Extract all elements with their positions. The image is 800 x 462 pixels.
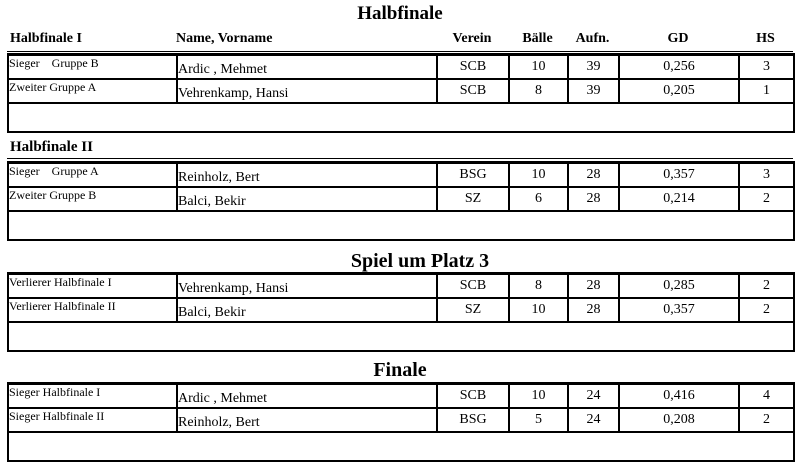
cell-aufn: 28 xyxy=(567,272,620,299)
cell-hs: 1 xyxy=(738,78,795,104)
cell-hs: 2 xyxy=(738,186,795,212)
column-header-aufn: Aufn. xyxy=(575,31,610,46)
cell-player-name: Balci, Bekir xyxy=(176,297,438,323)
cell-hs: 2 xyxy=(738,407,795,433)
cell-verein: SCB xyxy=(436,382,510,409)
table-row: Sieger Halbfinale II Reinholz, Bert BSG … xyxy=(7,407,795,433)
empty-row xyxy=(7,321,795,352)
table-row: Sieger Gruppe A Reinholz, Bert BSG 10 28… xyxy=(7,161,795,188)
table-row: Sieger Halbfinale I Ardic , Mehmet SCB 1… xyxy=(7,382,795,409)
column-header-row: Halbfinale I Name, Vorname Verein Bälle … xyxy=(7,31,793,52)
column-header-name: Name, Vorname xyxy=(176,31,273,46)
cell-baelle: 8 xyxy=(508,78,569,104)
table-row: Zweiter Gruppe A Vehrenkamp, Hansi SCB 8… xyxy=(7,78,795,104)
cell-player-name: Balci, Bekir xyxy=(176,186,438,212)
column-header-gd: GD xyxy=(667,31,689,46)
cell-qualifier: Verlierer Halbfinale II xyxy=(7,297,178,323)
cell-gd: 0,285 xyxy=(618,272,740,299)
cell-qualifier: Zweiter Gruppe A xyxy=(7,78,178,104)
cell-hs: 3 xyxy=(738,161,795,188)
cell-player-name: Vehrenkamp, Hansi xyxy=(176,272,438,299)
cell-hs: 3 xyxy=(738,53,795,80)
column-header-baelle: Bälle xyxy=(522,31,553,46)
cell-baelle: 8 xyxy=(508,272,569,299)
page-title: Halbfinale xyxy=(357,3,443,24)
table-row: Zweiter Gruppe B Balci, Bekir SZ 6 28 0,… xyxy=(7,186,795,212)
table-row: Sieger Gruppe B Ardic , Mehmet SCB 10 39… xyxy=(7,53,795,80)
cell-player-name: Ardic , Mehmet xyxy=(176,53,438,80)
empty-cell xyxy=(7,321,795,352)
cell-aufn: 28 xyxy=(567,161,620,188)
empty-row xyxy=(7,210,795,241)
cell-baelle: 10 xyxy=(508,382,569,409)
cell-verein: SZ xyxy=(436,186,510,212)
cell-verein: SCB xyxy=(436,272,510,299)
cell-verein: BSG xyxy=(436,407,510,433)
finale-table: Sieger Halbfinale I Ardic , Mehmet SCB 1… xyxy=(7,382,795,462)
cell-qualifier: Sieger Gruppe B xyxy=(7,53,178,80)
cell-hs: 2 xyxy=(738,297,795,323)
cell-qualifier: Sieger Halbfinale I xyxy=(7,382,178,409)
cell-aufn: 28 xyxy=(567,186,620,212)
platz3-table: Verlierer Halbfinale I Vehrenkamp, Hansi… xyxy=(7,272,795,352)
empty-cell xyxy=(7,102,795,133)
cell-gd: 0,214 xyxy=(618,186,740,212)
cell-baelle: 10 xyxy=(508,53,569,80)
cell-player-name: Reinholz, Bert xyxy=(176,161,438,188)
cell-aufn: 24 xyxy=(567,407,620,433)
cell-baelle: 10 xyxy=(508,161,569,188)
cell-aufn: 24 xyxy=(567,382,620,409)
cell-verein: BSG xyxy=(436,161,510,188)
cell-baelle: 5 xyxy=(508,407,569,433)
cell-player-name: Reinholz, Bert xyxy=(176,407,438,433)
table-row: Verlierer Halbfinale II Balci, Bekir SZ … xyxy=(7,297,795,323)
cell-aufn: 39 xyxy=(567,53,620,80)
cell-gd: 0,205 xyxy=(618,78,740,104)
cell-qualifier: Zweiter Gruppe B xyxy=(7,186,178,212)
cell-qualifier: Sieger Halbfinale II xyxy=(7,407,178,433)
cell-gd: 0,357 xyxy=(618,161,740,188)
cell-baelle: 10 xyxy=(508,297,569,323)
empty-cell xyxy=(7,210,795,241)
cell-qualifier: Sieger Gruppe A xyxy=(7,161,178,188)
empty-cell xyxy=(7,431,795,462)
cell-aufn: 28 xyxy=(567,297,620,323)
halbfinale2-table: Sieger Gruppe A Reinholz, Bert BSG 10 28… xyxy=(7,161,795,241)
cell-gd: 0,208 xyxy=(618,407,740,433)
cell-player-name: Vehrenkamp, Hansi xyxy=(176,78,438,104)
cell-verein: SCB xyxy=(436,78,510,104)
cell-baelle: 6 xyxy=(508,186,569,212)
cell-gd: 0,256 xyxy=(618,53,740,80)
empty-row xyxy=(7,431,795,462)
section-title-platz3: Spiel um Platz 3 xyxy=(350,250,490,272)
cell-verein: SZ xyxy=(436,297,510,323)
table-row: Verlierer Halbfinale I Vehrenkamp, Hansi… xyxy=(7,272,795,299)
section-heading-halbfinale2: Halbfinale II xyxy=(7,139,793,159)
cell-verein: SCB xyxy=(436,53,510,80)
halbfinale1-table: Sieger Gruppe B Ardic , Mehmet SCB 10 39… xyxy=(7,53,795,133)
cell-gd: 0,357 xyxy=(618,297,740,323)
cell-hs: 4 xyxy=(738,382,795,409)
cell-player-name: Ardic , Mehmet xyxy=(176,382,438,409)
cell-gd: 0,416 xyxy=(618,382,740,409)
column-header-verein: Verein xyxy=(452,31,492,46)
section-title-finale: Finale xyxy=(373,359,427,381)
cell-hs: 2 xyxy=(738,272,795,299)
cell-qualifier: Verlierer Halbfinale I xyxy=(7,272,178,299)
empty-row xyxy=(7,102,795,133)
cell-aufn: 39 xyxy=(567,78,620,104)
column-header-hs: HS xyxy=(756,31,775,46)
column-header-halbfinale1: Halbfinale I xyxy=(10,31,82,46)
